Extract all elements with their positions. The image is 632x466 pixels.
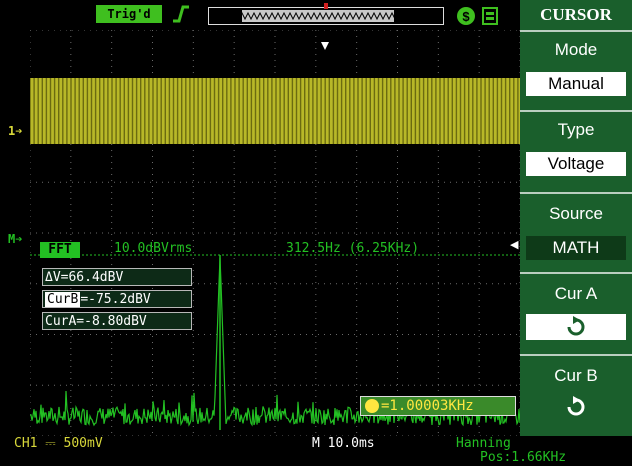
rotate-knob-icon: [567, 396, 585, 416]
cur-b-menu-label: Cur B: [554, 366, 598, 385]
mode-menu-item[interactable]: Mode Manual: [520, 32, 632, 104]
source-value: MATH: [526, 236, 626, 260]
fft-label: FFT: [40, 242, 80, 258]
display-svg: [29, 29, 521, 437]
rotate-knob-icon: [567, 316, 585, 336]
counter-value: =1.00003KHz: [381, 398, 474, 414]
frequency-counter: =1.00003KHz: [360, 396, 516, 416]
trigger-status: Trig'd: [96, 5, 162, 23]
arrow-right-icon: ➔: [15, 232, 23, 246]
fft-position: Pos:1.66KHz: [480, 450, 567, 465]
cur-b-readout: CurB =-75.2dBV: [42, 290, 192, 308]
delta-v-readout: ΔV=66.4dBV: [42, 268, 192, 286]
type-menu-item[interactable]: Type Voltage: [520, 112, 632, 184]
source-menu-item[interactable]: Source ◀ MATH: [510, 194, 632, 266]
svg-text:$: $: [462, 9, 470, 24]
cur-a-label: Cur A: [554, 284, 598, 303]
math-marker-label: M: [8, 232, 16, 246]
cur-b-knob: [526, 394, 626, 420]
arrow-right-icon: ➔: [15, 124, 23, 138]
cur-b-label: CurB: [45, 292, 81, 307]
cur-b-value: =-75.2dBV: [80, 292, 151, 307]
type-value: Voltage: [526, 152, 626, 176]
triangle-left-icon: ◀: [510, 238, 519, 251]
menu-divider: [520, 30, 632, 32]
math-marker[interactable]: M➔: [8, 232, 22, 246]
trigger-edge-icon: [173, 5, 189, 23]
bottom-status-bar: [0, 436, 632, 466]
ch1-scale: CH1 ⎓ 500mV: [14, 436, 103, 451]
menu-divider: [520, 110, 632, 112]
type-label: Type: [557, 120, 595, 139]
fft-frequency: 312.5Hz (6.25KHz): [286, 241, 420, 256]
usb-icon: $: [457, 7, 475, 25]
source-label: Source: [549, 204, 603, 223]
cur-a-menu-item[interactable]: Cur A: [520, 274, 632, 352]
mode-value: Manual: [526, 72, 626, 96]
cur-a-knob: [526, 314, 626, 340]
fft-window: Hanning: [456, 436, 511, 451]
cur-b-menu-item[interactable]: Cur B: [520, 356, 632, 434]
cur-a-readout: CurA=-8.80dBV: [42, 312, 192, 330]
timebase: M 10.0ms: [312, 436, 375, 451]
menu-divider: [520, 272, 632, 274]
trigger-position-marker: [324, 3, 328, 9]
trigger-point-icon: [321, 42, 329, 50]
menu-divider: [520, 354, 632, 356]
ch1-marker-label: 1: [8, 124, 16, 138]
menu-divider: [520, 192, 632, 194]
waveform-display: [29, 29, 521, 437]
memory-waveform: [212, 10, 440, 22]
ch1-waveform: [29, 78, 519, 144]
menu-title: CURSOR: [520, 0, 632, 28]
ch1-marker[interactable]: 1➔: [8, 124, 22, 138]
fft-spectrum: [29, 257, 521, 427]
frequency-counter-icon: [365, 399, 379, 413]
print-icon: [482, 7, 498, 25]
fft-scale: 10.0dBVrms: [114, 241, 193, 256]
mode-label: Mode: [554, 40, 598, 59]
